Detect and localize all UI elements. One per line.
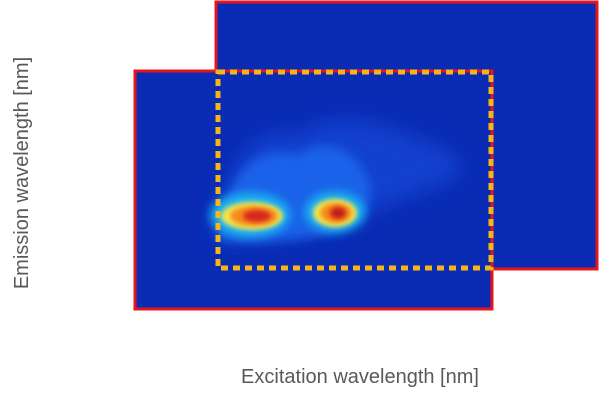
- x-axis-label: Excitation wavelength [nm]: [241, 366, 479, 388]
- overlap-roi-dashed-box: [215, 69, 494, 271]
- fluorescence-heatmap: [210, 120, 461, 242]
- y-axis-label: Emission wavelength [nm]: [11, 56, 33, 290]
